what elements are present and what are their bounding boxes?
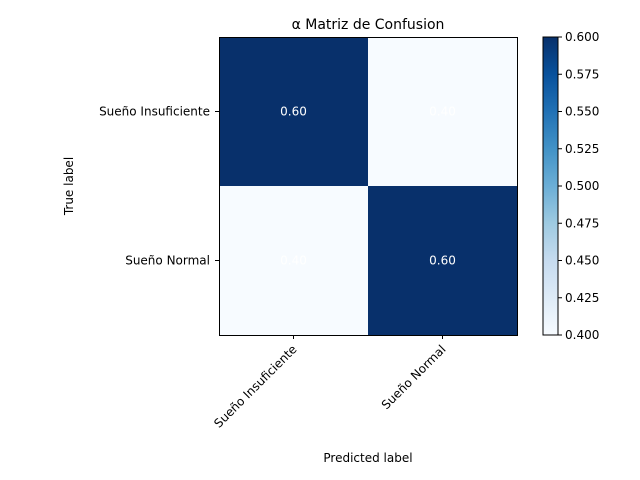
colorbar-tick-label: 0.400 <box>565 328 599 342</box>
heatmap-cell <box>219 37 368 186</box>
colorbar-tick-label: 0.500 <box>565 179 599 193</box>
y-tick-label: Sueño Insuficiente <box>99 105 210 119</box>
x-tick-label: Sueño Insuficiente <box>211 342 299 430</box>
heatmap-cell <box>368 186 517 335</box>
cell-value-label: 0.40 <box>429 105 456 119</box>
heatmap-cells <box>219 37 517 335</box>
cell-value-label: 0.60 <box>280 105 307 119</box>
x-tick-label: Sueño Normal <box>379 342 449 412</box>
colorbar-tick-label: 0.525 <box>565 142 599 156</box>
colorbar-ticks: 0.400 0.425 0.450 0.475 0.500 0.525 0.550 0.575… <box>558 30 599 342</box>
y-tick-label: Sueño Normal <box>125 254 210 268</box>
colorbar-tick-label: 0.425 <box>565 291 599 305</box>
chart-title: α Matriz de Confusion <box>292 17 445 33</box>
heatmap-cell <box>219 186 368 335</box>
colorbar-tick-label: 0.550 <box>565 105 599 119</box>
x-axis-ticks: Sueño Insuficiente Sueño Normal <box>211 335 449 431</box>
colorbar-tick-label: 0.450 <box>565 254 599 268</box>
colorbar-tick-label: 0.575 <box>565 67 599 81</box>
y-axis-label: True label <box>62 157 76 216</box>
y-axis-ticks: Sueño Insuficiente Sueño Normal <box>99 105 219 268</box>
heatmap-cell-labels: 0.60 0.40 0.40 0.60 <box>280 105 456 268</box>
cell-value-label: 0.60 <box>429 254 456 268</box>
cell-value-label: 0.40 <box>280 254 307 268</box>
colorbar-tick-label: 0.475 <box>565 216 599 230</box>
x-axis-label: Predicted label <box>323 451 412 465</box>
heatmap-cell <box>368 37 517 186</box>
colorbar-tick-label: 0.600 <box>565 30 599 44</box>
plot-frame <box>219 37 518 336</box>
colorbar <box>542 36 559 336</box>
